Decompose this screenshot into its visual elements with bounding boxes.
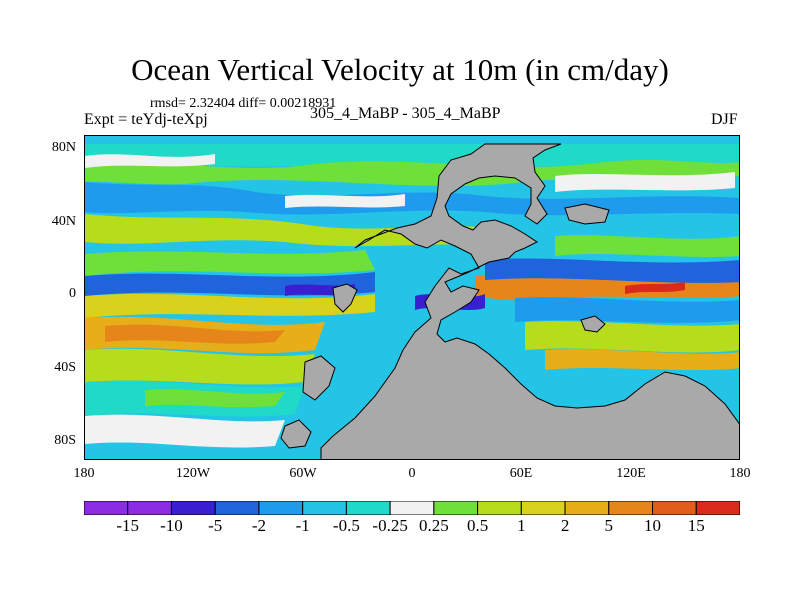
colorbar-label: -1 bbox=[295, 516, 310, 535]
band bbox=[85, 160, 739, 186]
lon-tick-60w: 60W bbox=[289, 466, 317, 481]
land-mass bbox=[280, 419, 312, 449]
band bbox=[105, 324, 285, 344]
lat-tick-80s: 80S bbox=[54, 433, 76, 448]
colorbar-box bbox=[389, 500, 435, 516]
band bbox=[145, 389, 285, 408]
lat-tick-40n: 40N bbox=[51, 214, 76, 229]
colorbar-box bbox=[520, 500, 566, 516]
band bbox=[485, 258, 739, 283]
colorbar-label: 0.5 bbox=[466, 516, 489, 535]
colorbar-box bbox=[564, 500, 610, 516]
vertical-velocity-map bbox=[85, 136, 739, 459]
lat-tick-40s: 40S bbox=[54, 360, 76, 375]
lon-tick-0: 0 bbox=[408, 466, 416, 481]
colorbar-box bbox=[695, 500, 741, 516]
lon-tick-120w: 120W bbox=[175, 466, 211, 481]
colorbar-label: 15 bbox=[687, 516, 705, 535]
colorbar-box bbox=[83, 500, 129, 516]
colorbar-boxes bbox=[83, 500, 741, 516]
colorbar-box bbox=[214, 500, 260, 516]
colorbar-box bbox=[127, 500, 172, 516]
band bbox=[85, 414, 285, 448]
lon-tick-120e: 120E bbox=[616, 466, 646, 481]
colorbar bbox=[83, 500, 741, 516]
lat-tick-0: 0 bbox=[69, 286, 76, 301]
band bbox=[515, 297, 739, 323]
band bbox=[285, 194, 405, 208]
band bbox=[85, 348, 315, 385]
band bbox=[85, 250, 375, 276]
band bbox=[85, 293, 375, 318]
band bbox=[545, 349, 739, 370]
colorbar-label: 10 bbox=[644, 516, 662, 535]
colorbar-box bbox=[477, 500, 522, 516]
colorbar-box bbox=[433, 500, 479, 516]
experiment-label: Expt = teYdj-teXpj bbox=[84, 111, 208, 128]
colorbar-box bbox=[302, 500, 347, 516]
colorbar-label: -0.25 bbox=[372, 516, 408, 535]
lon-tick-60e: 60E bbox=[509, 466, 533, 481]
lon-tick-180w: 180 bbox=[73, 466, 95, 481]
band bbox=[555, 172, 735, 192]
land-mass bbox=[580, 315, 606, 333]
land-mass bbox=[320, 143, 739, 459]
colorbar-label: -5 bbox=[208, 516, 223, 535]
colorbar-box bbox=[170, 500, 216, 516]
statistics-label: rmsd= 2.32404 diff= 0.00218931 bbox=[150, 96, 337, 111]
colorbar-label: 1 bbox=[517, 516, 526, 535]
colorbar-box bbox=[608, 500, 654, 516]
colorbar-label: -2 bbox=[251, 516, 266, 535]
map-panel bbox=[84, 135, 740, 460]
colorbar-label: -0.5 bbox=[332, 516, 360, 535]
colorbar-box bbox=[652, 500, 697, 516]
land-mass bbox=[564, 203, 610, 225]
band bbox=[85, 154, 215, 168]
lon-tick-180e: 180 bbox=[729, 466, 751, 481]
comparison-label: 305_4_MaBP - 305_4_MaBP bbox=[310, 105, 501, 122]
land-mass bbox=[302, 355, 336, 401]
colorbar-label: 0.25 bbox=[418, 516, 449, 535]
colorbar-box bbox=[345, 500, 391, 516]
colorbar-label: -15 bbox=[116, 516, 140, 535]
band bbox=[85, 144, 739, 166]
colorbar-label: 2 bbox=[560, 516, 570, 535]
band bbox=[525, 321, 739, 353]
colorbar-label: 5 bbox=[604, 516, 614, 535]
colorbar-label: -10 bbox=[160, 516, 183, 535]
band bbox=[625, 282, 685, 294]
band bbox=[555, 235, 739, 257]
season-label: DJF bbox=[711, 111, 738, 128]
colorbar-box bbox=[258, 500, 304, 516]
land-mass bbox=[332, 283, 358, 313]
lat-tick-80n: 80N bbox=[51, 140, 76, 155]
plot-title: Ocean Vertical Velocity at 10m (in cm/da… bbox=[131, 52, 669, 87]
